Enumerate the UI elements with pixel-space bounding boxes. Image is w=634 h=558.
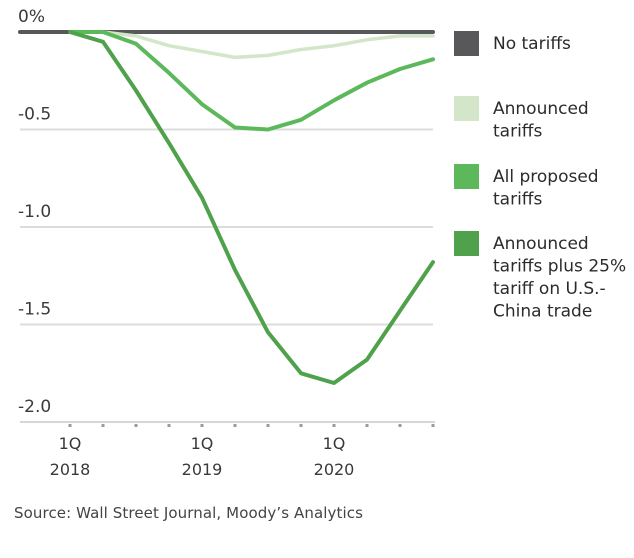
x-tick-label-year: 2018 bbox=[50, 460, 91, 479]
legend-label: All proposed bbox=[493, 167, 599, 187]
legend-swatch bbox=[454, 231, 479, 256]
x-tick-mark bbox=[365, 424, 369, 427]
series-line-2 bbox=[68, 30, 435, 60]
x-tick-label-quarter: 1Q bbox=[59, 434, 82, 453]
legend-swatch bbox=[454, 96, 479, 121]
x-tick-mark bbox=[167, 424, 171, 427]
x-axis bbox=[20, 421, 435, 427]
y-tick-label: -2.0 bbox=[18, 397, 51, 417]
x-tick-label-quarter: 1Q bbox=[323, 434, 346, 453]
legend-label: tariffs bbox=[493, 190, 543, 210]
x-tick-mark bbox=[266, 424, 270, 427]
x-tick-mark bbox=[431, 424, 435, 427]
y-tick-label: -1.0 bbox=[18, 202, 51, 222]
legend-label: tariffs plus 25% bbox=[493, 257, 626, 277]
legend-swatch bbox=[454, 31, 479, 56]
x-tick-mark bbox=[134, 424, 138, 427]
gridlines bbox=[20, 128, 433, 423]
legend-label: China trade bbox=[493, 302, 592, 322]
legend-label: Announced bbox=[493, 234, 589, 254]
y-tick-label: -0.5 bbox=[18, 105, 51, 125]
source-note: Source: Wall Street Journal, Moody’s Ana… bbox=[14, 504, 364, 522]
legend-label: No tariffs bbox=[493, 34, 571, 54]
x-tick-label-year: 2020 bbox=[314, 460, 355, 479]
x-tick-mark bbox=[68, 424, 72, 427]
y-axis-labels: 0% -0.5 -1.0 -1.5 -2.0 bbox=[18, 7, 51, 417]
x-tick-mark bbox=[200, 424, 204, 427]
series-line-3 bbox=[68, 30, 435, 132]
x-tick-mark bbox=[299, 424, 303, 427]
series-lines bbox=[18, 30, 435, 385]
x-tick-label-year: 2019 bbox=[182, 460, 223, 479]
legend-label: tariff on U.S.- bbox=[493, 279, 606, 299]
series-line-4 bbox=[68, 30, 435, 385]
legend: No tariffs Announced tariffs All proposed ta… bbox=[454, 31, 626, 322]
x-tick-mark bbox=[332, 424, 336, 427]
x-tick-mark bbox=[398, 424, 402, 427]
y-tick-label: -1.5 bbox=[18, 300, 51, 320]
y-tick-label: 0% bbox=[18, 7, 45, 27]
x-tick-mark bbox=[101, 424, 105, 427]
legend-swatch bbox=[454, 164, 479, 189]
legend-label: tariffs bbox=[493, 122, 543, 142]
legend-label: Announced bbox=[493, 99, 589, 119]
x-tick-label-quarter: 1Q bbox=[191, 434, 214, 453]
x-axis-labels: 1Q 2018 1Q 2019 1Q 2020 bbox=[50, 434, 355, 479]
x-tick-mark bbox=[233, 424, 237, 427]
